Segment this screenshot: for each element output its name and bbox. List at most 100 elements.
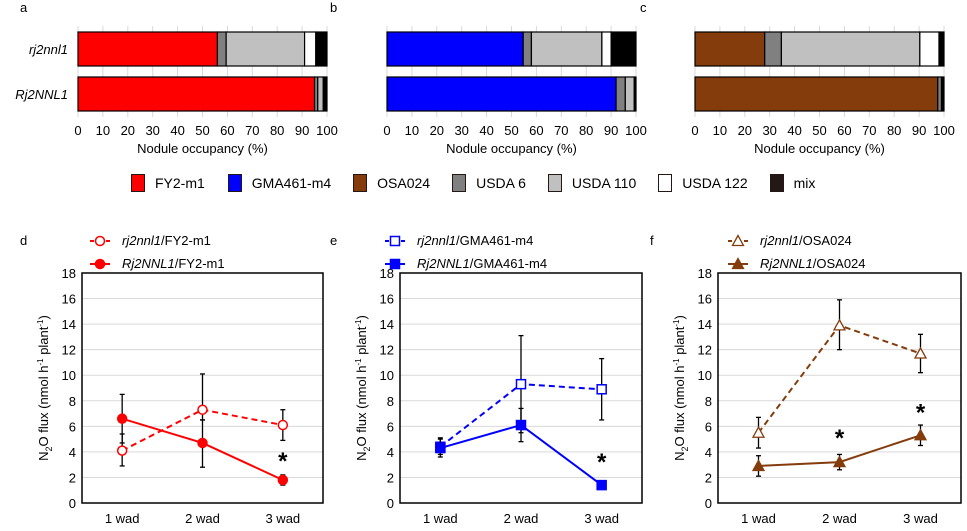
legend-swatch [769, 174, 784, 192]
y-tick-label: 14 [698, 317, 712, 332]
y-tick-label: 6 [69, 419, 76, 434]
x-tick-label: 30 [454, 123, 468, 138]
y-tick-label: 16 [62, 292, 76, 307]
panel-label-a: a [20, 0, 28, 15]
legend-label: rj2nnl1/FY2-m1 [122, 233, 211, 248]
y-tick-label: 8 [69, 394, 76, 409]
bar-segment-fy2-m1 [77, 76, 316, 112]
x-tick-label: 70 [862, 123, 876, 138]
legend-swatch [658, 174, 673, 192]
significance-star: * [278, 448, 288, 475]
x-tick-label: 100 [625, 123, 647, 138]
legend-strain: /FY2-m1 [161, 233, 211, 248]
marker-circle [277, 419, 289, 431]
legend-label: OSA024 [377, 175, 431, 191]
legend-label: GMA461-m4 [251, 175, 332, 191]
bar-segment-usda-6 [216, 31, 227, 67]
plot-frame [81, 272, 324, 504]
y-tick-label: 10 [698, 368, 712, 383]
x-tick-label: 40 [479, 123, 493, 138]
plot-frame [399, 272, 643, 504]
x-tick-label: 80 [579, 123, 593, 138]
y-axis-label: N2O flux (nmol h-1 plant-1) [354, 315, 372, 461]
marker-circle [116, 413, 128, 424]
x-tick-label: 3 wad [584, 511, 619, 526]
legend-label: mix [793, 175, 816, 191]
y-tick-label: 6 [387, 419, 394, 434]
legend-swatch [131, 174, 145, 192]
panel-label-e: e [330, 233, 337, 248]
bar-segment-usda-110 [530, 31, 603, 67]
x-tick-label: 20 [738, 123, 752, 138]
x-tick-label: 30 [762, 123, 776, 138]
x-tick-label: 3 wad [903, 511, 938, 526]
legend-genotype: rj2nnl1 [122, 233, 161, 248]
y-tick-label: 12 [380, 343, 394, 358]
x-tick-label: 10 [713, 123, 727, 138]
x-axis-label: Nodule occupancy (%) [137, 141, 268, 156]
bar-segment-mix [315, 31, 328, 67]
marker-circle [94, 258, 106, 270]
legend-item: mix [769, 174, 816, 192]
x-tick-label: 30 [145, 123, 159, 138]
y-tick-label: 2 [705, 470, 712, 485]
marker-square [515, 419, 527, 431]
legend-swatch [227, 174, 242, 192]
marker-circle [116, 445, 128, 456]
x-tick-label: 90 [604, 123, 618, 138]
bar-segment-mix [610, 31, 637, 67]
legend-label: FY2-m1 [155, 175, 205, 191]
y-tick-label: 12 [698, 343, 712, 358]
legend-genotype: rj2nnl1 [760, 233, 799, 248]
bar-segment-osa024 [694, 31, 766, 67]
marker-triangle [751, 425, 766, 438]
panel-label-c: c [640, 0, 647, 15]
legend-genotype: Rj2NNL1 [122, 256, 175, 271]
y-tick-label: 4 [705, 445, 712, 460]
bar-segment-osa024 [694, 76, 939, 112]
panel-label-b: b [330, 0, 337, 15]
bar-segment-usda-110 [624, 76, 635, 112]
y-tick-label: 4 [387, 445, 394, 460]
x-tick-label: 3 wad [265, 511, 300, 526]
x-tick-label: 90 [912, 123, 926, 138]
legend-genotype: Rj2NNL1 [417, 256, 470, 271]
x-tick-label: 0 [691, 123, 698, 138]
x-tick-label: 20 [121, 123, 135, 138]
x-axis-label: Nodule occupancy (%) [754, 141, 885, 156]
marker-triangle [832, 318, 847, 331]
x-tick-label: 1 wad [741, 511, 776, 526]
bar-segment-fy2-m1 [77, 31, 219, 67]
legend-genotype: rj2nnl1 [417, 233, 456, 248]
plot-frame [717, 272, 962, 504]
y-tick-label: 14 [62, 317, 76, 332]
legend-label: USDA 6 [476, 175, 526, 191]
y-tick-label: 2 [387, 470, 394, 485]
x-tick-label: 70 [554, 123, 568, 138]
flux-chart-e: 0 2 4 6 8 10 12 14 16 18 1 wad 2 wad 3 wad N2O flux (… [354, 233, 643, 526]
y-tick-label: 8 [705, 394, 712, 409]
bar-segment-usda-6 [615, 76, 626, 112]
y-tick-label: 4 [69, 445, 76, 460]
x-tick-label: 10 [96, 123, 110, 138]
x-tick-label: 70 [245, 123, 259, 138]
legend-strain: /GMA461-m4 [456, 233, 533, 248]
bar-segment-usda-110 [225, 31, 306, 67]
y-tick-label: 14 [380, 317, 394, 332]
marker-square [596, 479, 607, 491]
legend-item: FY2-m1 [131, 174, 205, 192]
marker-circle [197, 404, 208, 415]
x-tick-label: 50 [812, 123, 826, 138]
marker-square [435, 442, 446, 454]
category-label: rj2nnl1 [29, 42, 68, 57]
marker-triangle [913, 428, 928, 441]
marker-square [596, 384, 607, 395]
marker-circle [277, 474, 289, 486]
bar-segment-gma461-m4 [386, 31, 524, 67]
y-tick-label: 16 [380, 292, 394, 307]
x-axis-label: Nodule occupancy (%) [446, 141, 577, 156]
x-tick-label: 2 wad [822, 511, 857, 526]
y-tick-label: 10 [62, 368, 76, 383]
marker-triangle [913, 346, 928, 359]
legend-swatch [353, 174, 368, 192]
